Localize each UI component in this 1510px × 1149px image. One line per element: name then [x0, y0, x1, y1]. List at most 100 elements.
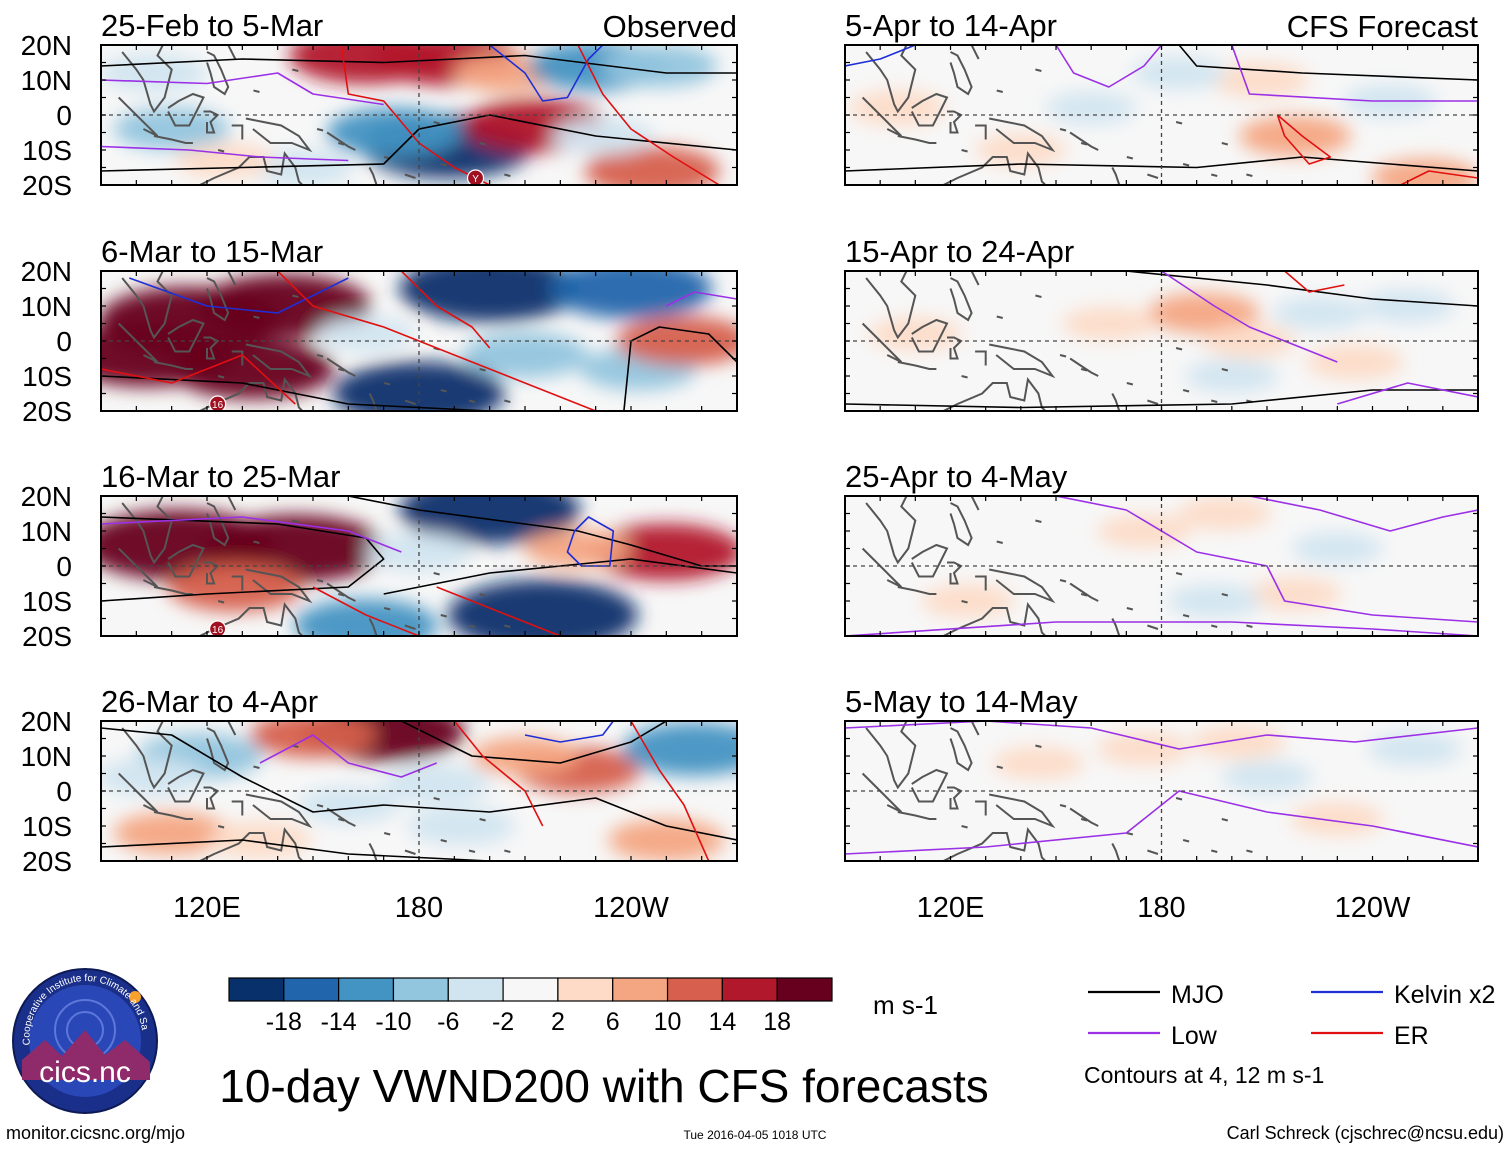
colorbar-tick-label: 18: [763, 1008, 791, 1036]
contour-line: [1400, 170, 1478, 185]
contour-line: [1284, 271, 1345, 293]
colorbar-tick-label: 2: [551, 1008, 565, 1036]
contour-line: [845, 156, 1478, 172]
anomaly-mark: [1221, 760, 1313, 794]
anomaly-mark: [1202, 324, 1297, 358]
colorbar-swatch: [228, 977, 285, 1002]
contours: [845, 271, 1478, 409]
contour-line: [577, 45, 720, 185]
colorbar-swatch: [721, 977, 778, 1002]
anomaly-mark: [1291, 532, 1384, 565]
contours: [845, 45, 1478, 185]
anomaly-mark: [1239, 115, 1352, 157]
colorbar-tick-label: 14: [708, 1008, 736, 1036]
anomaly-mark: [1132, 56, 1226, 90]
observed-panel-1: Y: [100, 44, 738, 187]
anomaly-mark: [616, 316, 737, 366]
contour-line: [1055, 45, 1163, 88]
lat-tick-label: 0: [56, 776, 72, 807]
lat-tick-label: 20N: [21, 30, 72, 61]
lon-tick-label: 180: [1137, 892, 1185, 924]
legend: MJO Kelvin x2 Low ER: [1088, 981, 1495, 1050]
contour-line: [665, 291, 737, 307]
legend-entry: Kelvin x2: [1311, 981, 1495, 1009]
anomaly-mark: [848, 90, 947, 126]
colorbar-swatch: [502, 977, 559, 1002]
panel-period-title: 5-May to 14-May: [845, 684, 1078, 719]
contours: [101, 271, 737, 411]
contour-line: [566, 516, 615, 567]
legend-label: ER: [1394, 1022, 1429, 1050]
anomaly-mark: [1290, 802, 1385, 836]
contour-line: [340, 45, 491, 185]
contour-line: [101, 516, 402, 553]
colorbar: -18 -14 -10 -6 -2 2 6 10 14 18: [228, 977, 833, 1036]
footer-url: monitor.cicsnc.org/mjo: [6, 1123, 185, 1143]
anomaly-mark: [407, 806, 516, 846]
panel-period-title: 15-Apr to 24-Apr: [845, 234, 1074, 269]
forecast-panel-1: [844, 44, 1479, 186]
lat-tick-label: 20S: [22, 396, 72, 427]
forecast-column-title: CFS Forecast: [1287, 9, 1479, 44]
panel-period-title: 25-Feb to 5-Mar: [101, 8, 323, 43]
contour-line: [101, 516, 385, 602]
contour-line: [277, 271, 596, 411]
contours: [845, 721, 1478, 855]
contour-line: [623, 326, 737, 411]
forecast-panel-3: [844, 495, 1479, 637]
panel-period-title: 16-Mar to 25-Mar: [101, 459, 340, 494]
colorbar-tick-label: -6: [437, 1008, 459, 1036]
anomaly-mark: [1367, 732, 1462, 766]
legend-label: Kelvin x2: [1394, 981, 1495, 1009]
anomaly-mark: [293, 598, 439, 636]
footer-timestamp: Tue 2016-04-05 1018 UTC: [684, 1128, 827, 1142]
lon-tick-label: 120W: [1335, 892, 1411, 924]
colorbar-swatch: [283, 977, 340, 1002]
lat-tick-label: 0: [56, 100, 72, 131]
anomaly-mark: [921, 584, 1015, 618]
anomaly-mark: [113, 107, 231, 151]
contour-line: [101, 354, 296, 405]
contour-line: [1055, 496, 1478, 623]
lat-tick-label: 10S: [22, 361, 72, 392]
lat-tick-label: 20N: [21, 706, 72, 737]
anomaly-mark: [1305, 344, 1405, 380]
lat-tick-label: 10N: [21, 516, 72, 547]
legend-entry: ER: [1311, 1022, 1429, 1050]
anomaly-mark: [992, 746, 1085, 780]
contour-line: [312, 586, 420, 636]
coastlines: [861, 45, 1253, 185]
lat-tick-label: 10S: [22, 586, 72, 617]
lat-tick-label: 10N: [21, 741, 72, 772]
colorbar-units: m s-1: [873, 990, 938, 1020]
anomaly-mark: [316, 316, 416, 352]
anomaly-mark: [622, 722, 737, 776]
contour-line: [101, 54, 737, 74]
contour-line: [845, 45, 916, 67]
legend-note: Contours at 4, 12 m s-1: [1084, 1062, 1324, 1088]
anomaly-mark: [1360, 289, 1455, 323]
lat-tick-label: 20S: [22, 846, 72, 877]
anomaly-mark: [1167, 584, 1262, 618]
contour-line: [1249, 496, 1478, 532]
colorbar-swatch: [392, 977, 449, 1002]
anomaly-mark: [471, 736, 579, 776]
contour-line: [1126, 271, 1478, 307]
anomaly-mark: [1177, 496, 1272, 531]
contours: [101, 721, 737, 861]
observed-panel-4: [100, 720, 738, 862]
contour-line: [1276, 114, 1332, 165]
contour-line: [129, 277, 349, 314]
storm-marker-label: 16: [212, 625, 224, 636]
legend-entry: Low: [1088, 1022, 1218, 1050]
colorbar-tick-label: -14: [321, 1008, 357, 1036]
panel-period-title: 26-Mar to 4-Apr: [101, 684, 318, 719]
contour-line: [845, 721, 1478, 750]
anomaly-mark: [549, 271, 713, 319]
anomaly-mark: [1191, 725, 1286, 759]
lat-tick-label: 10N: [21, 65, 72, 96]
anomaly-mark: [1184, 359, 1279, 393]
contour-line: [259, 734, 437, 778]
legend-label: MJO: [1171, 981, 1224, 1009]
